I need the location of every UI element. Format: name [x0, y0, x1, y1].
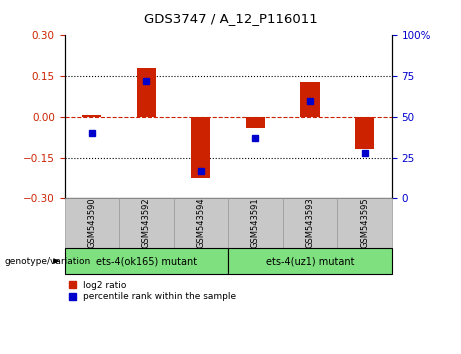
Text: GSM543591: GSM543591 [251, 198, 260, 249]
Bar [228, 198, 283, 248]
Bar [119, 198, 174, 248]
Text: GSM543595: GSM543595 [360, 198, 369, 249]
Bar [283, 198, 337, 248]
Text: GSM543594: GSM543594 [196, 198, 206, 249]
Text: genotype/variation: genotype/variation [5, 257, 91, 266]
Text: GSM543590: GSM543590 [87, 198, 96, 249]
Bar [137, 68, 156, 117]
Bar [65, 198, 119, 248]
Text: ets-4(ok165) mutant: ets-4(ok165) mutant [96, 256, 197, 266]
Bar [337, 198, 392, 248]
Bar [65, 248, 228, 274]
Bar [246, 117, 265, 128]
Bar [228, 248, 392, 274]
Text: GDS3747 / A_12_P116011: GDS3747 / A_12_P116011 [144, 12, 317, 25]
Text: ets-4(uz1) mutant: ets-4(uz1) mutant [266, 256, 354, 266]
Text: GSM543592: GSM543592 [142, 198, 151, 249]
Legend: log2 ratio, percentile rank within the sample: log2 ratio, percentile rank within the s… [69, 281, 236, 301]
Text: GSM543593: GSM543593 [306, 198, 314, 249]
Bar [301, 81, 319, 117]
Bar [82, 115, 101, 117]
Bar [174, 198, 228, 248]
Bar [191, 117, 211, 178]
Bar [355, 117, 374, 149]
